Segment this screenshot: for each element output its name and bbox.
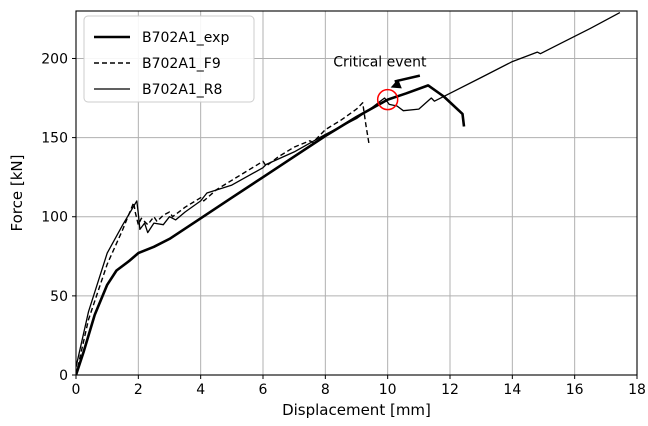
legend: B702A1_exp B702A1_F9 B702A1_R8 [83,15,255,103]
legend-label: B702A1_R8 [142,82,222,98]
x-tick-label: 2 [134,382,143,398]
legend-label: B702A1_exp [142,30,229,46]
y-tick-label: 150 [41,131,68,147]
x-tick-label: 18 [628,382,646,398]
x-axis-label: Displacement [mm] [282,401,431,419]
y-tick-label: 0 [59,368,68,384]
series-layer [76,12,621,375]
y-axis-label: Force [kN] [8,155,26,232]
x-tick-label: 12 [441,382,459,398]
x-tick-label: 16 [566,382,584,398]
annotation-critical-event: Critical event [333,55,427,71]
y-tick-label: 50 [50,289,68,305]
y-tick-label: 100 [41,210,68,226]
x-tick-label: 8 [321,382,330,398]
x-tick-label: 14 [503,382,521,398]
x-tick-label: 10 [379,382,397,398]
x-tick-label: 6 [259,382,268,398]
y-tick-label: 200 [41,51,68,67]
series-line-B702A1_R8 [76,12,621,368]
plot-frame [75,10,638,376]
annotation-layer: Critical event [333,55,427,111]
legend-label: B702A1_F9 [142,56,221,72]
annotation-arrow-head [390,79,402,89]
x-tick-label: 4 [196,382,205,398]
critical-event-circle [376,88,399,111]
series-line-B702A1_F9 [76,102,370,375]
x-tick-label: 0 [72,382,81,398]
series-line-B702A1_exp [76,84,466,375]
ticks: 0 2 4 6 8 10 12 14 16 18 0 50 100 150 200 [41,51,646,398]
annotation-arrow-shaft [394,74,421,83]
